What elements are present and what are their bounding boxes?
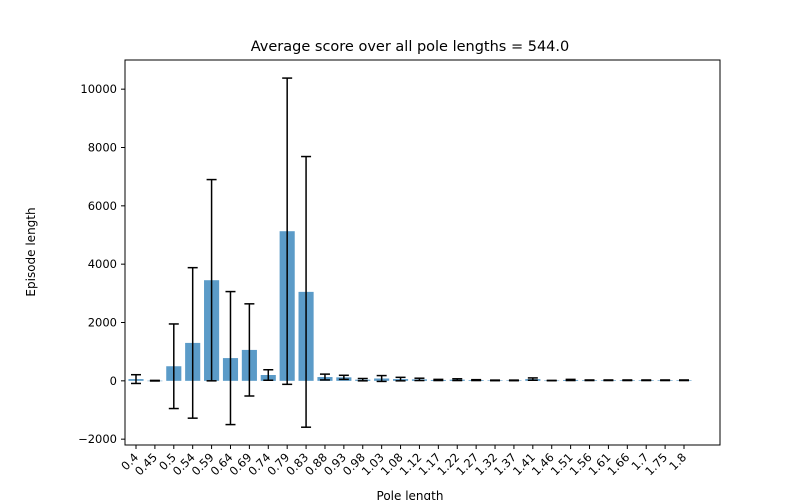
y-tick-label: 4000 [88,257,117,271]
y-tick-label: 8000 [88,141,117,155]
y-tick-label: 0 [110,374,117,388]
y-axis: −2000 0 2000 4000 6000 8000 10000 [78,82,125,446]
y-tick-label: 6000 [88,199,117,213]
y-axis-label: Episode length [24,207,38,296]
plot-frame [124,59,721,446]
bars-layer [128,231,692,382]
error-bars-layer [131,77,689,428]
y-tick-label: −2000 [78,432,117,446]
x-axis-label: Pole length [377,489,444,500]
y-tick-label: 10000 [80,82,117,96]
x-tick-label: 1.8 [666,450,689,473]
chart-title: Average score over all pole lengths = 54… [251,39,570,55]
y-tick-label: 2000 [88,316,117,330]
x-axis: 0.40.450.50.540.590.640.690.740.790.830.… [118,445,689,478]
